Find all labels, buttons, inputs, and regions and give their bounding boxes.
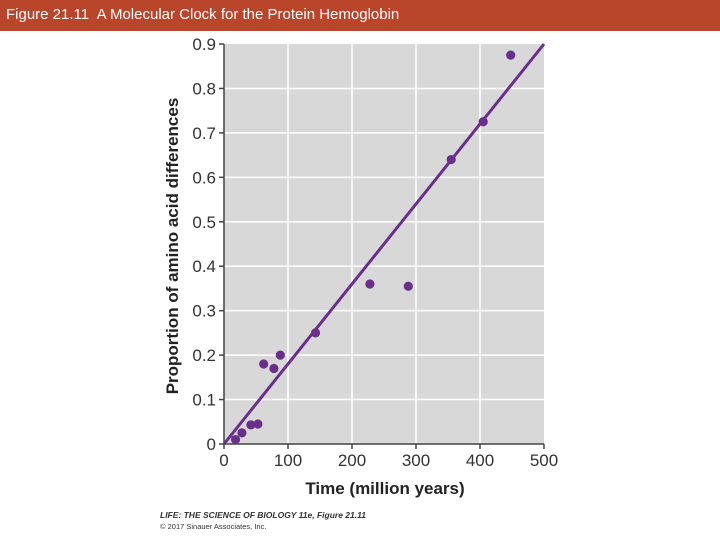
- data-point: [237, 428, 247, 438]
- data-point: [269, 363, 279, 374]
- credit-line-copyright: © 2017 Sinauer Associates, Inc.: [160, 522, 267, 531]
- y-tick-label: 0.4: [192, 257, 216, 276]
- figure-title: Figure 21.11 A Molecular Clock for the P…: [6, 6, 400, 23]
- x-tick-label: 300: [402, 451, 430, 470]
- data-point: [230, 434, 241, 445]
- data-point: [259, 359, 269, 369]
- y-tick-label: 0: [207, 435, 216, 454]
- x-axis-title: Time (million years): [305, 479, 464, 498]
- y-axis-title: Proportion of amino acid differences: [163, 98, 182, 395]
- figure-title-bar: Figure 21.11 A Molecular Clock for the P…: [0, 0, 720, 31]
- x-tick-label: 500: [530, 451, 558, 470]
- y-tick-label: 0.8: [192, 79, 216, 98]
- data-point: [506, 50, 516, 60]
- y-tick-label: 0.6: [192, 168, 216, 187]
- y-tick-label: 0.1: [192, 391, 216, 410]
- x-tick-label: 0: [219, 451, 228, 470]
- y-tick-label: 0.5: [192, 213, 216, 232]
- y-tick-label: 0.2: [192, 346, 216, 365]
- data-point: [253, 419, 263, 429]
- data-point: [365, 279, 375, 289]
- regression-line: [222, 43, 546, 445]
- x-tick-label: 100: [274, 451, 302, 470]
- data-point: [310, 328, 321, 338]
- data-point: [478, 117, 488, 127]
- y-tick-label: 0.3: [192, 302, 216, 321]
- y-tick-label: 0.7: [192, 124, 216, 143]
- credit-line-book: LIFE: THE SCIENCE OF BIOLOGY 11e, Figure…: [160, 510, 366, 520]
- data-point: [446, 154, 456, 165]
- x-tick-label: 400: [466, 451, 494, 470]
- x-tick-label: 200: [338, 451, 366, 470]
- data-point: [246, 420, 256, 430]
- data-point: [275, 350, 285, 360]
- y-tick-label: 0.9: [192, 35, 216, 54]
- data-point: [403, 281, 413, 291]
